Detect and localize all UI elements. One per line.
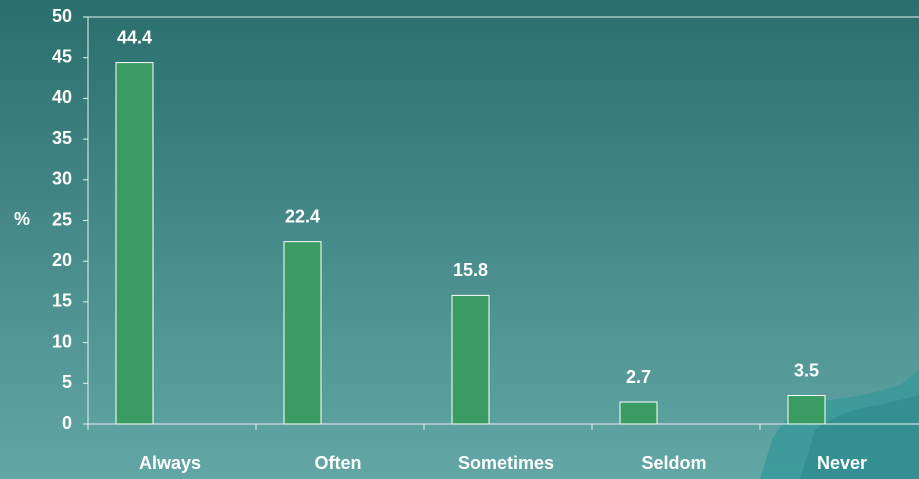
bar: [452, 295, 489, 424]
y-tick-label: 15: [52, 291, 72, 311]
bar: [620, 402, 657, 424]
y-tick-label: 50: [52, 6, 72, 26]
y-tick-label: 20: [52, 250, 72, 270]
y-tick-label: 0: [62, 413, 72, 433]
bar: [284, 242, 321, 424]
y-tick-label: 25: [52, 209, 72, 229]
value-label: 3.5: [794, 360, 819, 380]
y-tick-label: 40: [52, 87, 72, 107]
y-tick-label: 5: [62, 372, 72, 392]
value-label: 2.7: [626, 367, 651, 387]
value-label: 44.4: [117, 27, 152, 47]
x-tick-label: Always: [139, 453, 201, 473]
x-tick-label: Often: [315, 453, 362, 473]
x-tick-label: Never: [817, 453, 867, 473]
chart: % 0 5 10 15 20 25 30 35 40 45 50 Always 44.4 Often 22.…: [0, 0, 919, 479]
y-axis-label: %: [14, 209, 30, 229]
y-tick-label: 30: [52, 169, 72, 189]
value-label: 22.4: [285, 206, 320, 226]
x-tick-label: Seldom: [641, 453, 706, 473]
y-tick-label: 10: [52, 331, 72, 351]
bar: [788, 396, 825, 424]
y-tick-label: 45: [52, 46, 72, 66]
value-label: 15.8: [453, 260, 488, 280]
y-tick-label: 35: [52, 128, 72, 148]
bar: [116, 63, 153, 424]
x-tick-label: Sometimes: [458, 453, 554, 473]
